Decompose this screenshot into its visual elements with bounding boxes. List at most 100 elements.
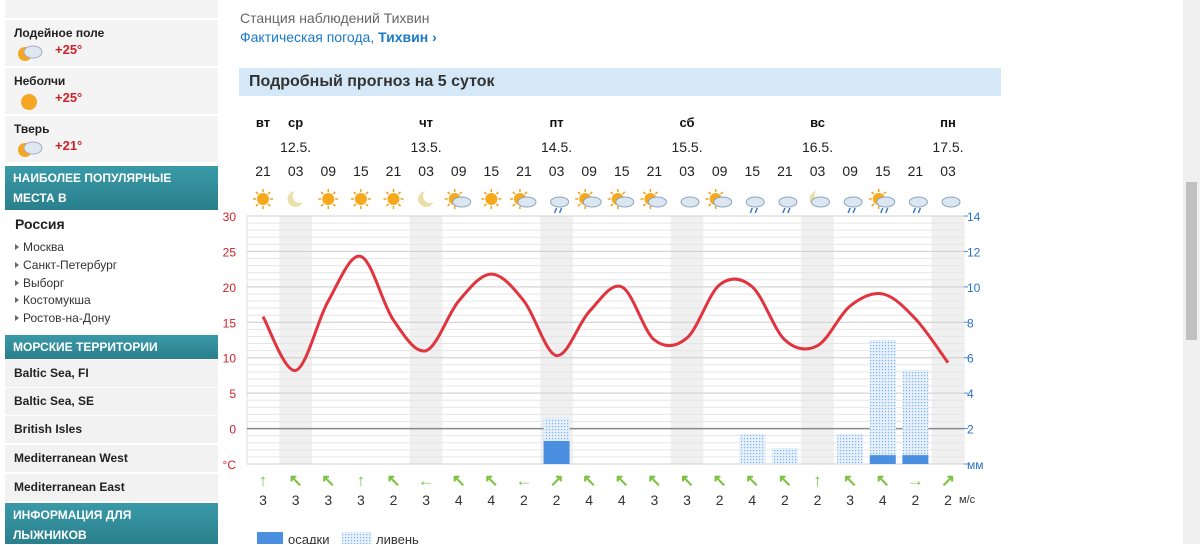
city-row[interactable]: Тверь +21° [5, 116, 218, 162]
date-label: 16.5. [802, 139, 833, 155]
wind-dir: → [907, 471, 924, 490]
marine-row[interactable]: Baltic Sea, SE [5, 388, 218, 415]
marine-row[interactable]: Mediterranean West [5, 445, 218, 472]
sun [354, 193, 367, 205]
link-city[interactable]: Тихвин › [378, 29, 437, 45]
sun-ray [610, 191, 614, 195]
scroll-thumb[interactable] [1186, 182, 1197, 340]
city-name[interactable]: Тверь [14, 122, 50, 136]
precip-bar [837, 433, 864, 464]
wind-dir: ↖ [484, 471, 498, 490]
rain [852, 207, 856, 214]
marine-row[interactable]: British Isles [5, 416, 218, 443]
link[interactable]: Санкт-Петербург [15, 258, 117, 272]
city-row[interactable]: Лодейное поле +25° [5, 20, 218, 66]
station-link[interactable]: Фактическая погода, Тихвин › [240, 29, 437, 45]
wind-speed: 3 [683, 492, 691, 508]
section-header[interactable]: ИНФОРМАЦИЯ ДЛЯ ЛЫЖНИКОВ [5, 503, 218, 544]
sun-ray [589, 203, 593, 207]
weather-icon [843, 196, 863, 214]
cloud [713, 196, 733, 208]
city-row[interactable]: Неболчи +25° [5, 68, 218, 114]
x-tick-label: 03 [418, 163, 434, 179]
section-header[interactable]: МОРСКИЕ ТЕРРИТОРИИ [5, 335, 218, 359]
date-label: 13.5. [411, 139, 442, 155]
link[interactable]: Костомукша [15, 293, 91, 307]
sun-ray [642, 203, 647, 207]
rain [917, 207, 922, 214]
forecast-header: Подробный прогноз на 5 суток [239, 68, 1001, 96]
sun-ray [267, 191, 271, 195]
day-label: пн [940, 115, 956, 130]
wind-speed: 4 [879, 492, 887, 508]
wind-dir: ↖ [713, 471, 727, 490]
x-tick-label: 21 [777, 163, 793, 179]
link[interactable]: Выборг [15, 276, 64, 290]
marine-row[interactable]: Mediterranean East [5, 474, 218, 501]
city-name[interactable]: Лодейное поле [14, 26, 105, 40]
x-tick-label: 21 [516, 163, 532, 179]
weather-icon [383, 189, 404, 209]
weather-icon [350, 189, 371, 209]
weather-icon [705, 189, 733, 209]
wind-speed: 2 [520, 492, 528, 508]
day-label: сб [680, 115, 695, 130]
header-text: НАИБОЛЕЕ ПОПУЛЯРНЫЕ МЕСТА В [13, 171, 172, 205]
x-tick-label: 15 [614, 163, 630, 179]
x-tick-label: 21 [386, 163, 402, 179]
wind-speed: 2 [553, 492, 561, 508]
weather-icon [607, 189, 635, 209]
x-tick-label: 21 [908, 163, 924, 179]
sun [611, 193, 624, 205]
night-band [409, 216, 443, 464]
link-text[interactable]: Фактическая погода, [240, 29, 375, 45]
sun-ray [365, 191, 369, 195]
sun-ray [459, 191, 463, 195]
sun-ray [255, 191, 259, 195]
sun [579, 193, 592, 205]
sun-ray [524, 203, 528, 207]
city-row [5, 0, 218, 18]
sun-ray [883, 203, 887, 207]
link[interactable]: Москва [15, 240, 64, 254]
wind-speed: 2 [716, 492, 724, 508]
y2-tick-label: 8 [967, 316, 974, 330]
sun [485, 193, 498, 205]
x-tick-label: 15 [875, 163, 891, 179]
precip-bar [739, 433, 766, 464]
wind-speed: 4 [748, 492, 756, 508]
sun-ray [610, 203, 614, 207]
x-tick-label: 09 [581, 163, 597, 179]
sun [513, 193, 526, 205]
day-label: пт [549, 115, 563, 130]
cloud [876, 196, 896, 208]
rain [558, 207, 563, 214]
sun-ray [320, 203, 324, 207]
scrollbar[interactable] [1183, 0, 1200, 544]
country[interactable]: Россия [15, 216, 65, 232]
rain [782, 207, 786, 214]
x-tick-label: 09 [842, 163, 858, 179]
sun-ray [255, 203, 259, 207]
sun-ray [365, 203, 369, 207]
x-tick-label: 03 [288, 163, 304, 179]
link[interactable]: Ростов-на-Дону [15, 311, 110, 325]
station-title: Станция наблюдений Тихвин [240, 10, 430, 26]
city-name[interactable]: Неболчи [14, 74, 66, 88]
wind-speed: 2 [390, 492, 398, 508]
section-header[interactable]: НАИБОЛЕЕ ПОПУЛЯРНЫЕ МЕСТА В [5, 166, 218, 210]
city-temp: +25° [55, 90, 83, 105]
rain [787, 207, 791, 214]
sun [322, 193, 335, 205]
x-tick-label: 15 [744, 163, 760, 179]
marine-row[interactable]: Baltic Sea, FI [5, 360, 218, 387]
wind-speed: 3 [422, 492, 430, 508]
wind-speed: 4 [455, 492, 463, 508]
moon-cut [423, 189, 438, 203]
sun-ray [332, 191, 336, 195]
wind-dir: ↖ [386, 471, 400, 490]
sun-ray [385, 203, 390, 207]
night-band [540, 216, 573, 464]
cloud [811, 196, 831, 208]
y2-tick-label: 2 [967, 423, 974, 437]
